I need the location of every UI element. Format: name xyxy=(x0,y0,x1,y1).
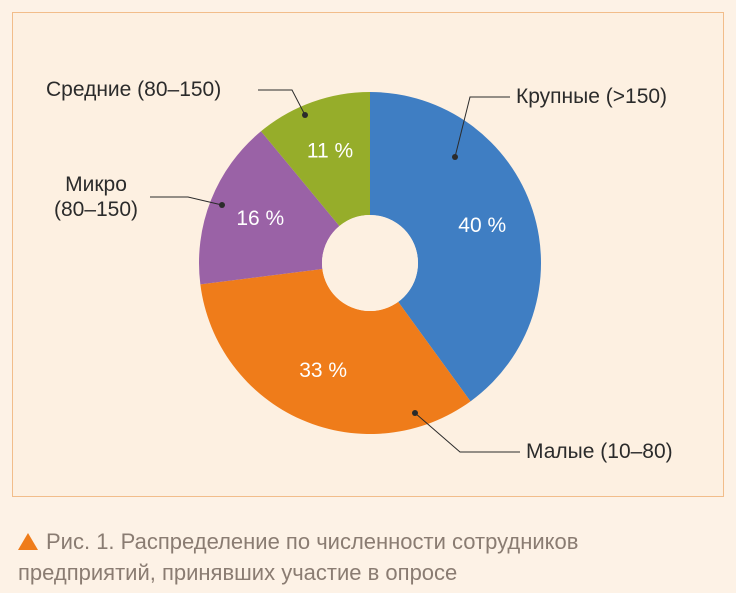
leader-line xyxy=(150,196,223,206)
leader-line xyxy=(258,89,306,116)
donut-hole xyxy=(322,215,418,311)
leader-dot xyxy=(412,410,418,416)
leader-dot xyxy=(219,202,225,208)
category-label: Средние (80–150) xyxy=(46,78,222,101)
category-label: Малые (10–80) xyxy=(526,440,673,463)
leader-line xyxy=(454,96,510,158)
caption-text: Рис. 1. Распределение по численности сот… xyxy=(18,529,579,585)
caption-icon xyxy=(18,533,38,550)
leader-dot xyxy=(302,112,308,118)
category-label: Крупные (>150) xyxy=(516,85,668,108)
leader-line xyxy=(414,412,520,453)
leader-dot xyxy=(452,154,458,160)
category-label: Микро (80–150) xyxy=(53,173,139,221)
caption: Рис. 1. Распределение по численности сот… xyxy=(18,526,708,588)
pie-slice xyxy=(370,92,542,402)
slice-label: 11 % xyxy=(307,140,353,163)
slice-label: 33 % xyxy=(299,359,347,382)
pie-slice xyxy=(199,131,340,285)
slice-label: 16 % xyxy=(236,207,284,230)
slice-label: 40 % xyxy=(458,214,506,237)
pie-slice xyxy=(200,269,471,435)
pie-slice xyxy=(261,92,370,227)
